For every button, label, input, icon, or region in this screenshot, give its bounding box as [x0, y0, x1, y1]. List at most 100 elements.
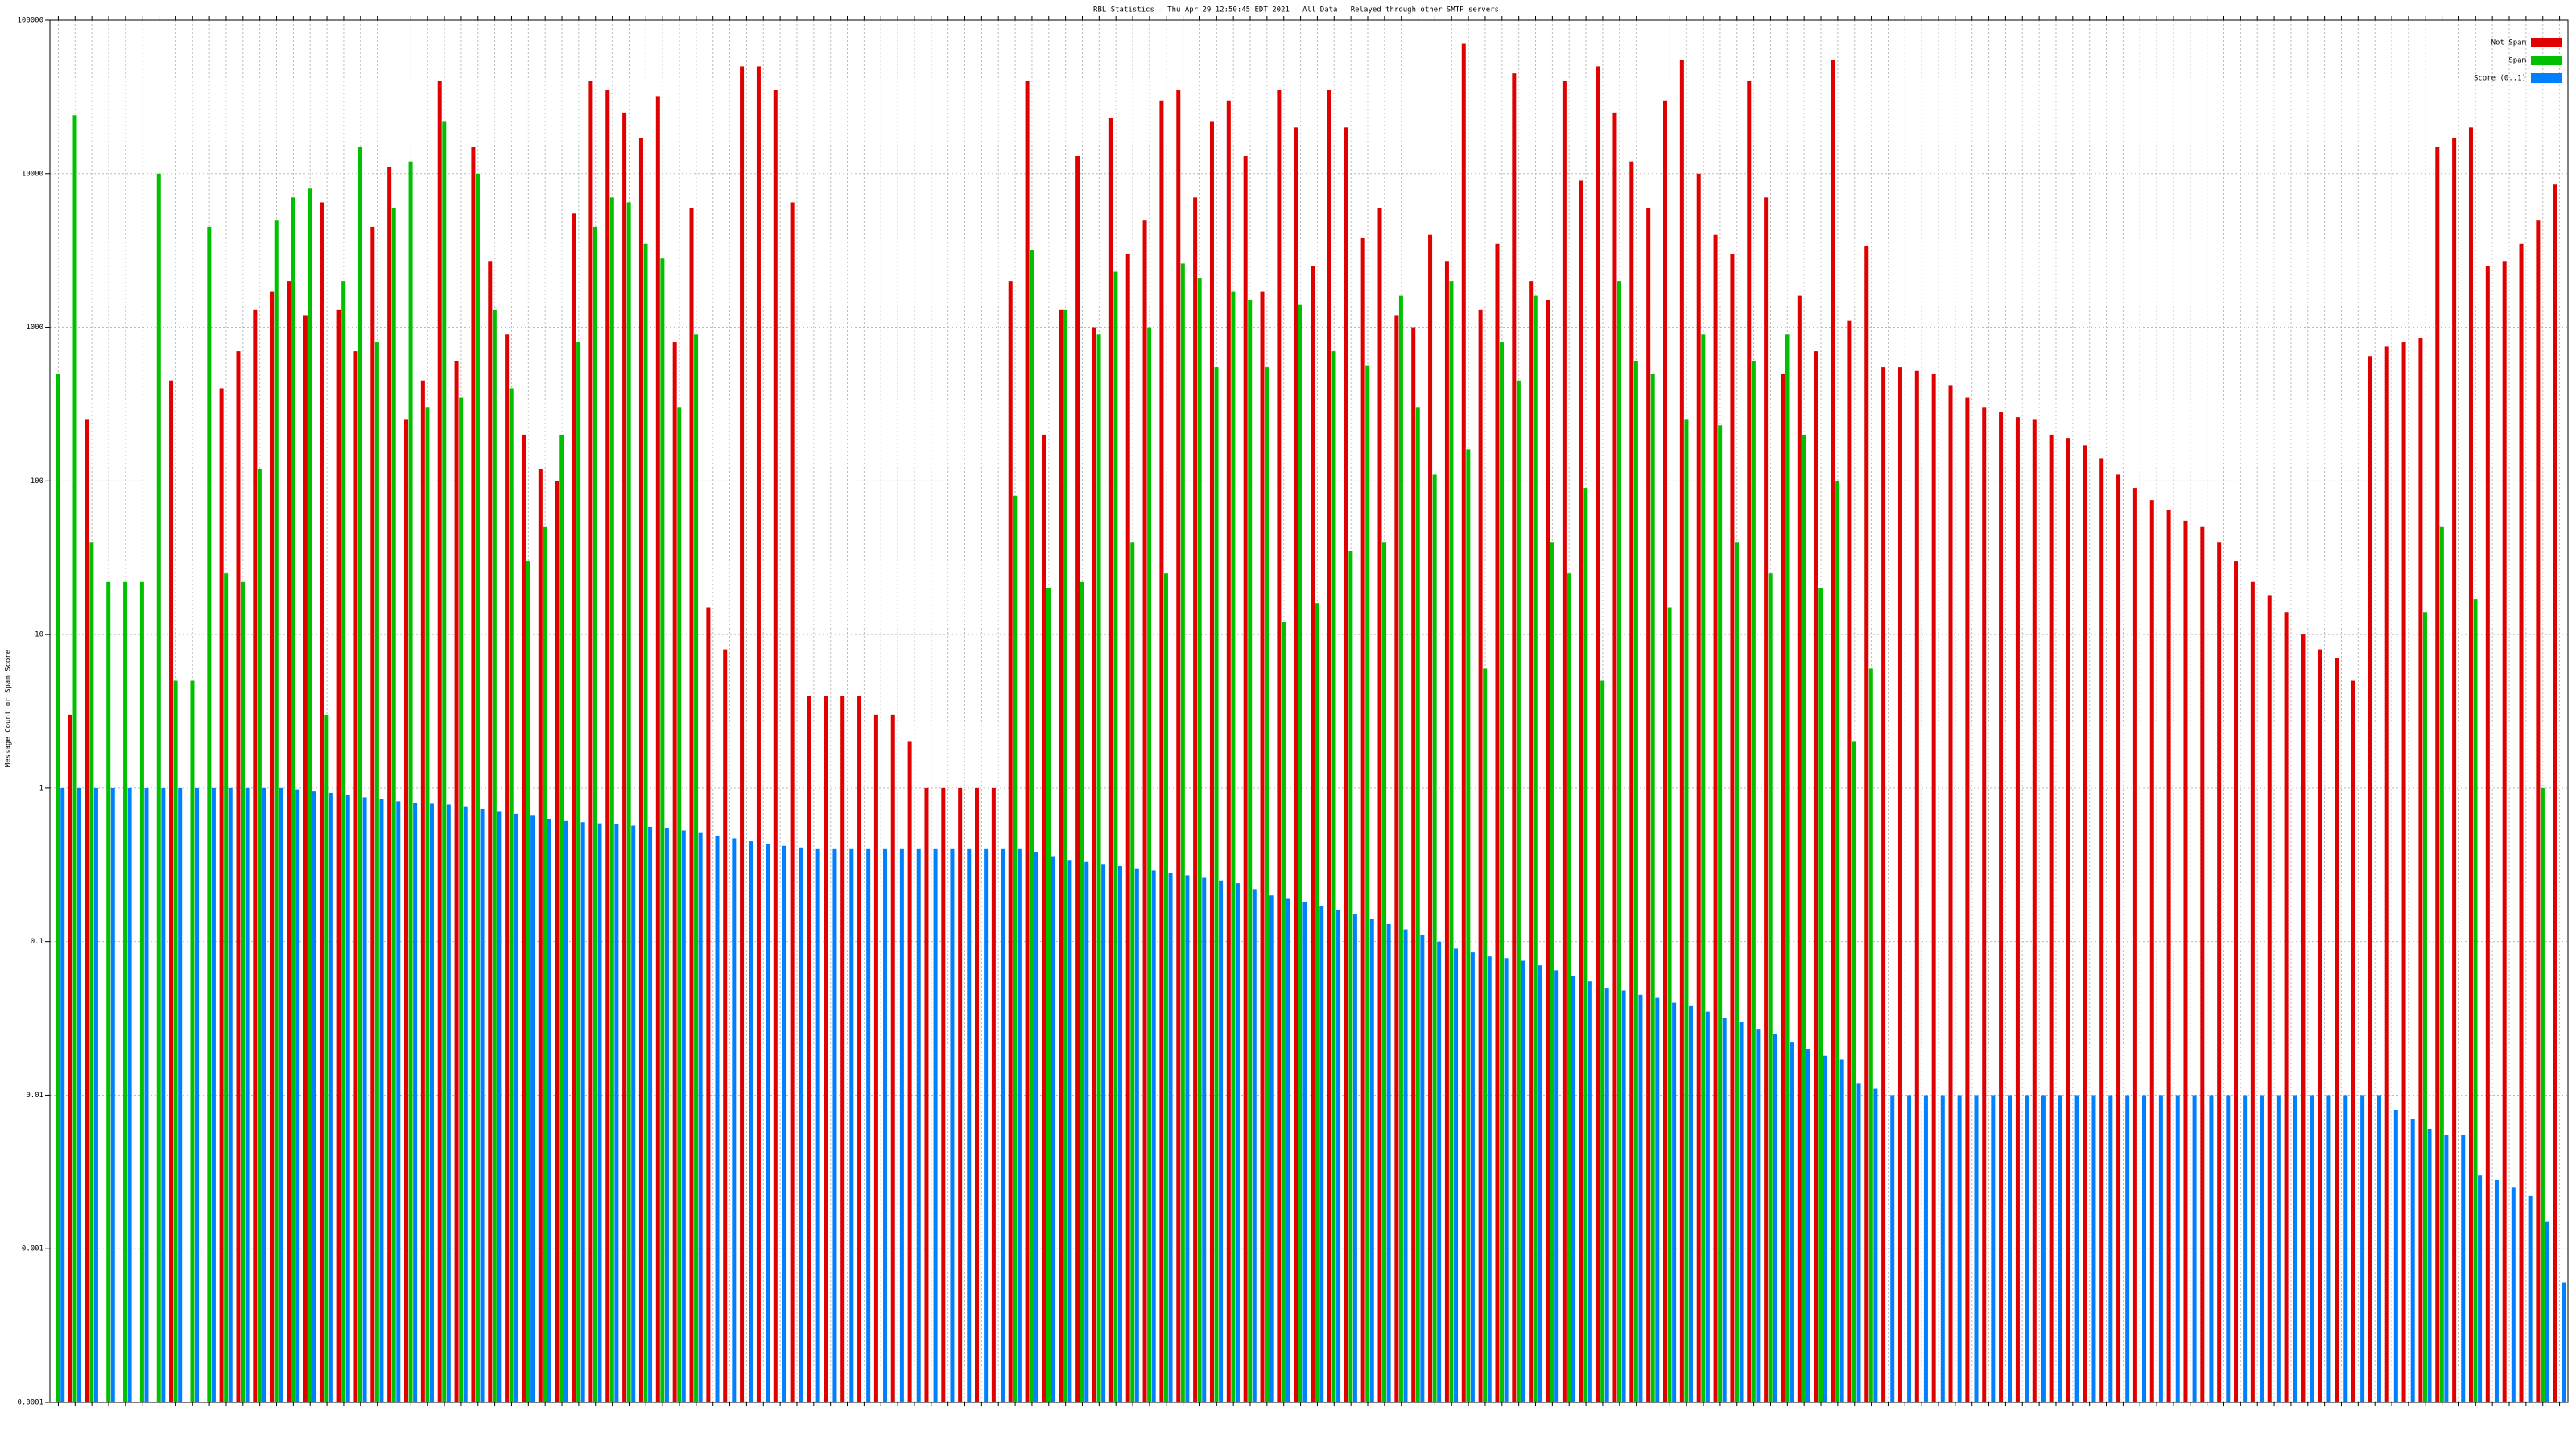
- bar: [68, 714, 72, 1402]
- bar: [1483, 668, 1488, 1402]
- bar: [228, 787, 233, 1402]
- bar: [2008, 1095, 2013, 1402]
- bar: [442, 121, 447, 1402]
- bar: [1108, 118, 1113, 1402]
- bar: [1437, 941, 1442, 1402]
- bar: [1852, 741, 1856, 1402]
- bar: [1512, 73, 1517, 1403]
- bar: [715, 835, 720, 1402]
- bar: [77, 787, 82, 1402]
- bar: [241, 581, 246, 1402]
- bar: [564, 820, 568, 1402]
- bar: [622, 112, 627, 1403]
- bar: [1202, 877, 1207, 1402]
- bar: [756, 66, 761, 1403]
- bar: [626, 202, 631, 1403]
- bar: [463, 806, 468, 1402]
- bar: [2166, 510, 2171, 1402]
- bar: [2360, 1095, 2365, 1402]
- bar: [609, 197, 614, 1403]
- bar: [2384, 346, 2389, 1402]
- bar: [1197, 278, 1202, 1403]
- bar: [1067, 860, 1072, 1402]
- bar: [89, 542, 94, 1402]
- bar: [815, 848, 820, 1402]
- y-tick-label: 10000: [22, 170, 43, 178]
- bar: [1948, 385, 1953, 1403]
- bar: [1092, 327, 1096, 1402]
- bar: [1839, 1059, 1844, 1402]
- bar: [1428, 234, 1433, 1402]
- bar: [1360, 237, 1365, 1402]
- bar: [1159, 100, 1164, 1402]
- bar: [2461, 1134, 2466, 1402]
- bar: [2041, 1095, 2046, 1402]
- bar: [2468, 127, 2473, 1403]
- bar: [1868, 668, 1873, 1402]
- bar: [1718, 425, 1723, 1402]
- bar: [655, 96, 660, 1403]
- bar: [749, 841, 753, 1402]
- bar: [664, 828, 669, 1402]
- bar: [2545, 1221, 2549, 1402]
- bar: [169, 380, 174, 1403]
- bar: [1596, 66, 1600, 1403]
- bar: [984, 848, 989, 1402]
- bar: [224, 573, 229, 1402]
- bar: [387, 167, 392, 1402]
- bar: [849, 848, 854, 1402]
- bar: [1147, 327, 1152, 1402]
- bar: [1504, 958, 1509, 1402]
- bar: [1650, 373, 1655, 1403]
- bar: [190, 680, 195, 1402]
- bar: [2132, 488, 2137, 1402]
- bar: [1562, 80, 1567, 1403]
- bar: [1907, 1095, 1912, 1402]
- bar: [1747, 80, 1752, 1403]
- bar: [374, 342, 379, 1402]
- bar: [1294, 127, 1298, 1403]
- bar: [2427, 1129, 2432, 1402]
- bar: [2326, 1095, 2331, 1402]
- bar: [85, 419, 89, 1402]
- bar: [497, 811, 502, 1402]
- bar: [799, 847, 803, 1402]
- bar: [1394, 315, 1399, 1403]
- bar: [1281, 622, 1286, 1402]
- bar: [2142, 1095, 2147, 1402]
- y-axis-label: Message Count or Spam Score: [5, 650, 13, 767]
- bar: [358, 147, 363, 1402]
- bar: [1470, 952, 1475, 1402]
- bar: [2553, 184, 2557, 1403]
- bar: [353, 351, 358, 1402]
- bar: [832, 848, 837, 1402]
- y-tick-label: 10: [35, 631, 43, 639]
- bar: [2158, 1095, 2163, 1402]
- bar: [1768, 573, 1773, 1402]
- bar: [1025, 80, 1030, 1403]
- bar: [2502, 261, 2507, 1402]
- bar: [336, 309, 341, 1403]
- bar: [1495, 243, 1500, 1402]
- bar: [1785, 334, 1790, 1403]
- bar: [2310, 1095, 2314, 1402]
- bar: [698, 832, 703, 1402]
- bar: [1587, 981, 1592, 1402]
- bar: [1873, 1088, 1878, 1402]
- bar: [530, 815, 535, 1402]
- bar: [1629, 161, 1634, 1402]
- bar: [345, 795, 350, 1402]
- bar: [2418, 338, 2423, 1402]
- bar: [1365, 365, 1370, 1402]
- bar: [475, 173, 480, 1402]
- bar: [1235, 883, 1240, 1402]
- bar: [681, 830, 686, 1402]
- bar: [1583, 488, 1588, 1402]
- bar: [2058, 1095, 2062, 1402]
- bar: [1030, 250, 1034, 1402]
- bar: [93, 787, 98, 1402]
- bar: [1931, 373, 1936, 1403]
- bar: [2226, 1095, 2231, 1402]
- bar: [1773, 1034, 1777, 1402]
- bar: [958, 787, 963, 1402]
